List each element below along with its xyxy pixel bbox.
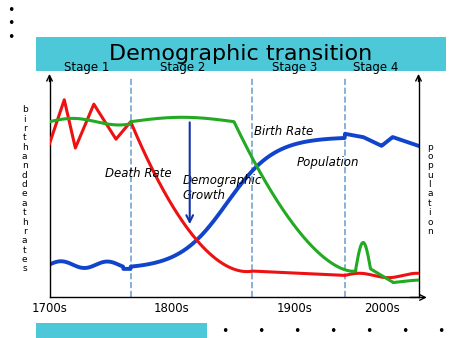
Text: Demographic
Growth: Demographic Growth bbox=[182, 174, 262, 201]
Text: •: • bbox=[401, 325, 409, 338]
Text: b
i
r
t
h
a
n
d
d
e
a
t
h
r
a
t
e
s: b i r t h a n d d e a t h r a t e s bbox=[22, 105, 27, 273]
Text: •: • bbox=[7, 17, 14, 30]
Text: •: • bbox=[221, 325, 229, 338]
Text: Demographic transition: Demographic transition bbox=[109, 44, 373, 64]
Text: •: • bbox=[7, 4, 14, 17]
Text: •: • bbox=[365, 325, 373, 338]
Text: Birth Rate: Birth Rate bbox=[254, 125, 314, 138]
Text: •: • bbox=[7, 31, 14, 44]
Text: •: • bbox=[257, 325, 265, 338]
Text: •: • bbox=[437, 325, 445, 338]
Text: p
o
p
u
l
a
t
i
o
n: p o p u l a t i o n bbox=[427, 143, 432, 236]
Text: Death Rate: Death Rate bbox=[105, 167, 171, 179]
Text: Stage 3: Stage 3 bbox=[272, 62, 318, 74]
Text: Stage 1: Stage 1 bbox=[64, 62, 109, 74]
Text: •: • bbox=[293, 325, 301, 338]
Text: Stage 2: Stage 2 bbox=[160, 62, 205, 74]
Text: •: • bbox=[329, 325, 337, 338]
Text: Stage 4: Stage 4 bbox=[353, 62, 399, 74]
Text: Population: Population bbox=[297, 155, 359, 169]
